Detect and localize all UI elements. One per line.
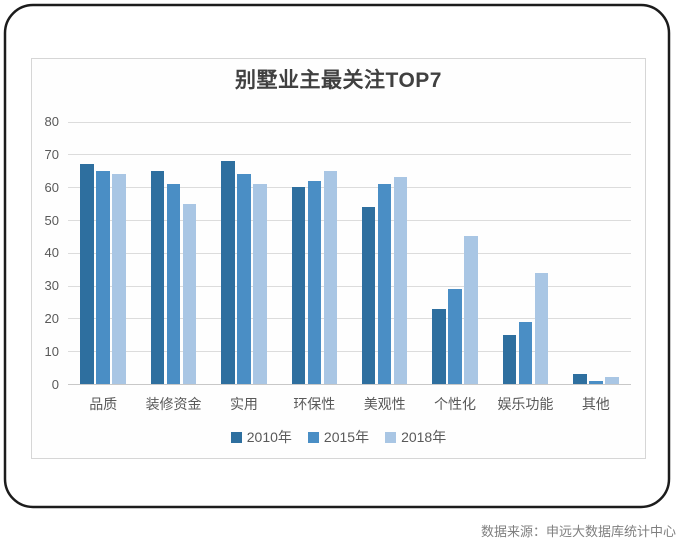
chart-legend: 2010年 2015年 2018年	[32, 427, 645, 447]
legend-label: 2018年	[401, 429, 447, 445]
legend-item-2015年: 2015年	[307, 427, 370, 447]
bar-2010年-装修资金	[150, 170, 165, 384]
legend-swatch-icon	[230, 431, 242, 443]
y-axis-tick-label: 50	[44, 212, 59, 228]
x-axis-category-label: 品质	[89, 396, 118, 412]
bar-2018年-实用	[253, 183, 267, 384]
gridline-y-0	[68, 384, 631, 385]
gridline-y-60	[68, 187, 631, 189]
y-axis-tick-label: 30	[44, 278, 59, 294]
gridline-y-20	[68, 318, 631, 320]
bar-2010年-个性化	[432, 308, 446, 384]
bar-2018年-其他	[605, 377, 619, 384]
bar-2010年-品质	[80, 164, 94, 384]
bar-2018年-环保性	[323, 170, 338, 384]
bar-2015年-装修资金	[166, 183, 181, 384]
bar-2010年-美观性	[361, 206, 376, 384]
bar-2018年-娱乐功能	[534, 272, 549, 384]
bar-2018年-装修资金	[182, 203, 197, 384]
y-axis-tick-label: 20	[44, 310, 59, 326]
gridline-y-10	[68, 351, 631, 353]
x-axis-category-label: 娱乐功能	[497, 396, 554, 412]
bar-2015年-环保性	[307, 180, 322, 384]
x-axis-category-label: 其他	[581, 396, 610, 412]
bar-2018年-个性化	[464, 236, 478, 384]
x-axis-category-label: 实用	[229, 396, 258, 412]
bar-2010年-娱乐功能	[502, 334, 517, 384]
legend-item-2018年: 2018年	[385, 427, 446, 447]
y-axis-tick-label: 80	[44, 114, 59, 130]
bar-2010年-实用	[221, 161, 235, 384]
gridline-y-30	[68, 285, 631, 287]
bar-2015年-实用	[237, 174, 251, 384]
bar-2015年-品质	[96, 170, 110, 384]
y-axis-tick-label: 0	[51, 376, 59, 392]
gridline-y-70	[68, 154, 631, 156]
y-axis-tick-label: 60	[44, 179, 59, 195]
legend-swatch-icon	[385, 431, 397, 443]
legend-swatch-icon	[307, 431, 319, 443]
bar-2015年-个性化	[448, 288, 462, 384]
bar-2015年-娱乐功能	[518, 321, 533, 384]
gridline-y-40	[68, 252, 631, 254]
y-axis-tick-label: 40	[44, 245, 59, 261]
x-axis-category-label: 个性化	[434, 396, 477, 412]
x-axis-category-label: 美观性	[363, 396, 406, 412]
bar-2015年-其他	[589, 380, 603, 384]
bar-2010年-环保性	[291, 187, 306, 384]
bar-2018年-美观性	[393, 177, 408, 384]
data-source-note: 数据来源：申远大数据库统计中心	[480, 524, 676, 539]
legend-label: 2015年	[323, 429, 370, 445]
y-axis-tick-label: 70	[44, 146, 59, 162]
legend-label: 2010年	[246, 429, 292, 445]
x-axis-category-label: 环保性	[293, 396, 336, 412]
bar-2015年-美观性	[377, 183, 392, 384]
bar-2010年-其他	[573, 374, 587, 384]
gridline-y-50	[68, 220, 631, 222]
chart-title: 别墅业主最关注TOP7	[235, 69, 442, 92]
y-axis-tick-label: 10	[44, 343, 59, 359]
chart-panel: 别墅业主最关注TOP7 0 10 20 30 40 50 60 70 80 品质 装修资金 实用 环保性…	[31, 58, 646, 459]
bar-2018年-品质	[112, 174, 126, 384]
x-axis-category-label: 装修资金	[145, 396, 202, 412]
legend-item-2010年: 2010年	[230, 427, 292, 447]
bar-chart-plot-area: 0 10 20 30 40 50 60 70 80 品质 装修资金 实用 环保性 美观性 个性化 娱乐功能 其他	[32, 59, 647, 460]
gridline-y-80	[68, 121, 631, 123]
